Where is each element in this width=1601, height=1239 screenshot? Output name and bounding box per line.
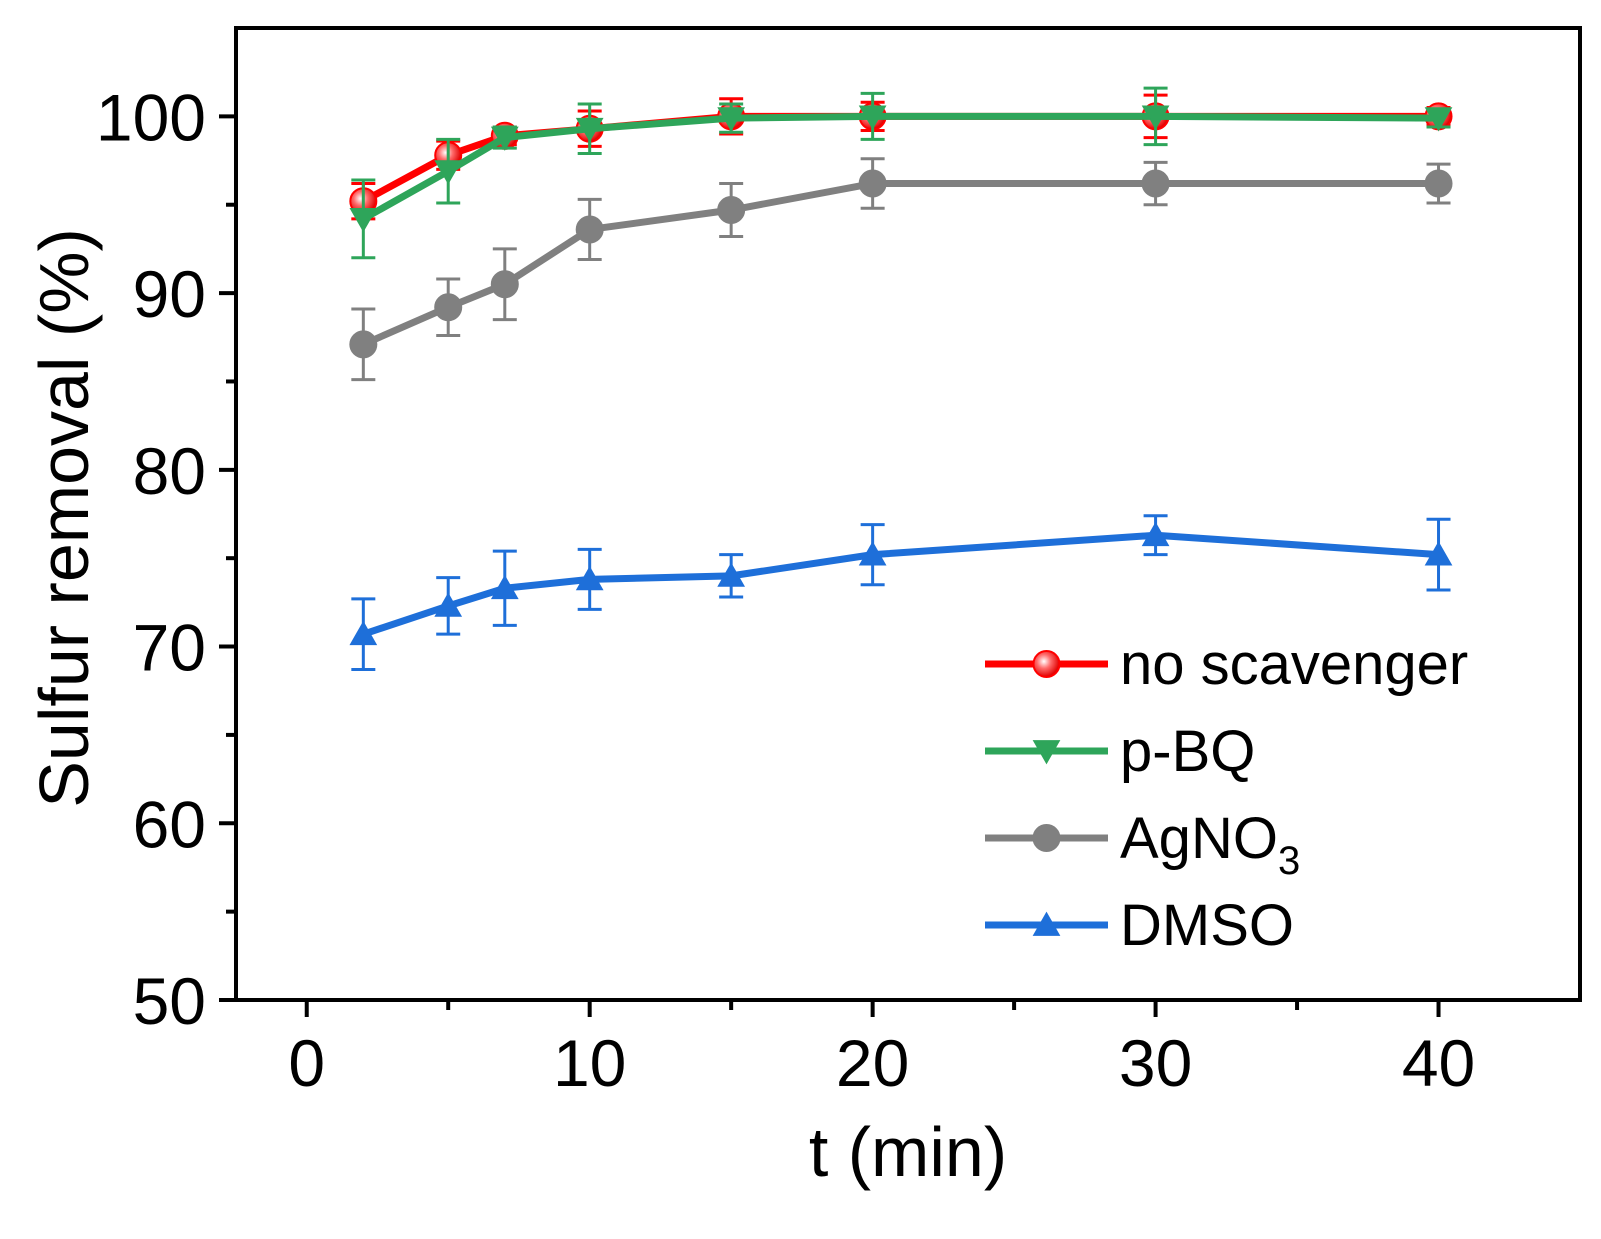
series-p-bq: [349, 86, 1453, 260]
data-point: [434, 592, 463, 617]
x-tick-label: 30: [1119, 1026, 1192, 1100]
legend-label-subscript: 3: [1278, 839, 1300, 883]
data-point: [1424, 107, 1453, 132]
x-tick-label: 20: [836, 1026, 909, 1100]
y-tick-label: 100: [96, 80, 206, 154]
data-point: [575, 566, 604, 591]
plot-frame: [234, 26, 1582, 1002]
data-point: [349, 207, 378, 233]
data-point: [858, 541, 887, 566]
x-tick-label: 0: [288, 1026, 325, 1100]
y-tick-label: 50: [133, 964, 206, 1038]
legend-item-no-scavenger: no scavenger: [985, 632, 1468, 697]
data-point: [858, 105, 887, 130]
legend-item-dmso: DMSO: [985, 893, 1294, 958]
data-point: [434, 160, 463, 185]
y-axis-title: Sulfur removal (%): [25, 228, 103, 808]
data-point: [858, 169, 887, 198]
legend-label: p-BQ: [1120, 719, 1255, 784]
data-point: [717, 107, 746, 132]
series-line: [361, 112, 1439, 205]
y-tick-label: 70: [133, 611, 206, 685]
legend-label: AgNO3: [1120, 806, 1300, 883]
legend-label: no scavenger: [1120, 632, 1468, 697]
legend-label: DMSO: [1120, 893, 1294, 958]
x-tick-label: 40: [1402, 1026, 1475, 1100]
data-point: [434, 293, 463, 322]
legend-marker: [1032, 911, 1061, 936]
data-point: [717, 196, 746, 225]
data-point: [1424, 169, 1453, 198]
y-tick-label: 60: [133, 787, 206, 861]
plot-marks: [349, 86, 1453, 672]
data-point: [1141, 521, 1170, 547]
data-point: [490, 270, 519, 299]
x-axis-title: t (min): [809, 1113, 1007, 1191]
data-point: [490, 126, 519, 151]
series-line: [361, 180, 1439, 348]
legend-marker: [1032, 824, 1061, 852]
data-point: [1141, 105, 1170, 130]
data-point: [349, 620, 378, 646]
y-tick-label: 90: [133, 257, 206, 331]
series-dmso: [349, 514, 1453, 672]
legend-marker: [1032, 740, 1061, 765]
data-point: [1424, 541, 1453, 566]
x-tick-label: 10: [553, 1026, 626, 1100]
data-point: [349, 330, 378, 359]
data-point: [717, 562, 746, 587]
legend-marker: [1032, 650, 1061, 678]
legend-item-agno3: AgNO3: [985, 806, 1300, 883]
series-line: [362, 531, 1439, 638]
data-point: [1141, 169, 1170, 198]
data-point: [575, 215, 604, 244]
data-point: [575, 117, 604, 143]
legend-item-p-bq: p-BQ: [985, 719, 1255, 784]
legend: no scavenger p-BQ AgNO3 DMSO: [985, 632, 1468, 958]
axis-ticks: 0 10 20 30 40 50 60 70 80 90 100: [96, 80, 1475, 1100]
data-point: [490, 574, 519, 600]
y-tick-label: 80: [133, 434, 206, 508]
series-agno3: [349, 157, 1453, 382]
